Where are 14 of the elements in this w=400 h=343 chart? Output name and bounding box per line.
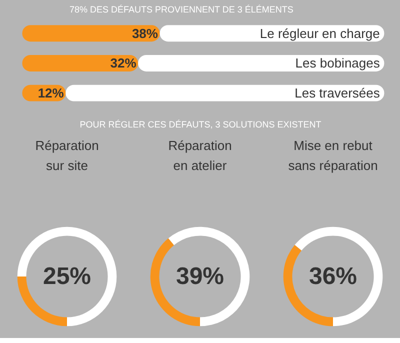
- y-tick-label: Le régleur en charge: [260, 26, 380, 41]
- text: 36%: [308, 263, 358, 290]
- y-tick-label: Les bobinages: [295, 56, 380, 71]
- chart-title: Réparation sur site: [35, 138, 99, 173]
- data-label: 12%: [38, 86, 64, 101]
- text: 39%: [176, 263, 224, 290]
- chart-title: 78% DES DÉFAUTS PROVIENNENT DE 3 ÉLÉMENTS: [69, 4, 294, 14]
- data-label: 32%: [110, 56, 137, 71]
- chart-title: Mise en rebut sans réparation: [288, 138, 378, 173]
- text: POUR RÉGLER CES DÉFAUTS, 3 SOLUTIONS EXISTENT: [80, 120, 322, 130]
- text: 25%: [42, 263, 92, 290]
- y-tick-label: Les traversées: [294, 86, 380, 101]
- data-label: 38%: [132, 26, 158, 41]
- chart-title: Réparation en atelier: [168, 138, 232, 173]
